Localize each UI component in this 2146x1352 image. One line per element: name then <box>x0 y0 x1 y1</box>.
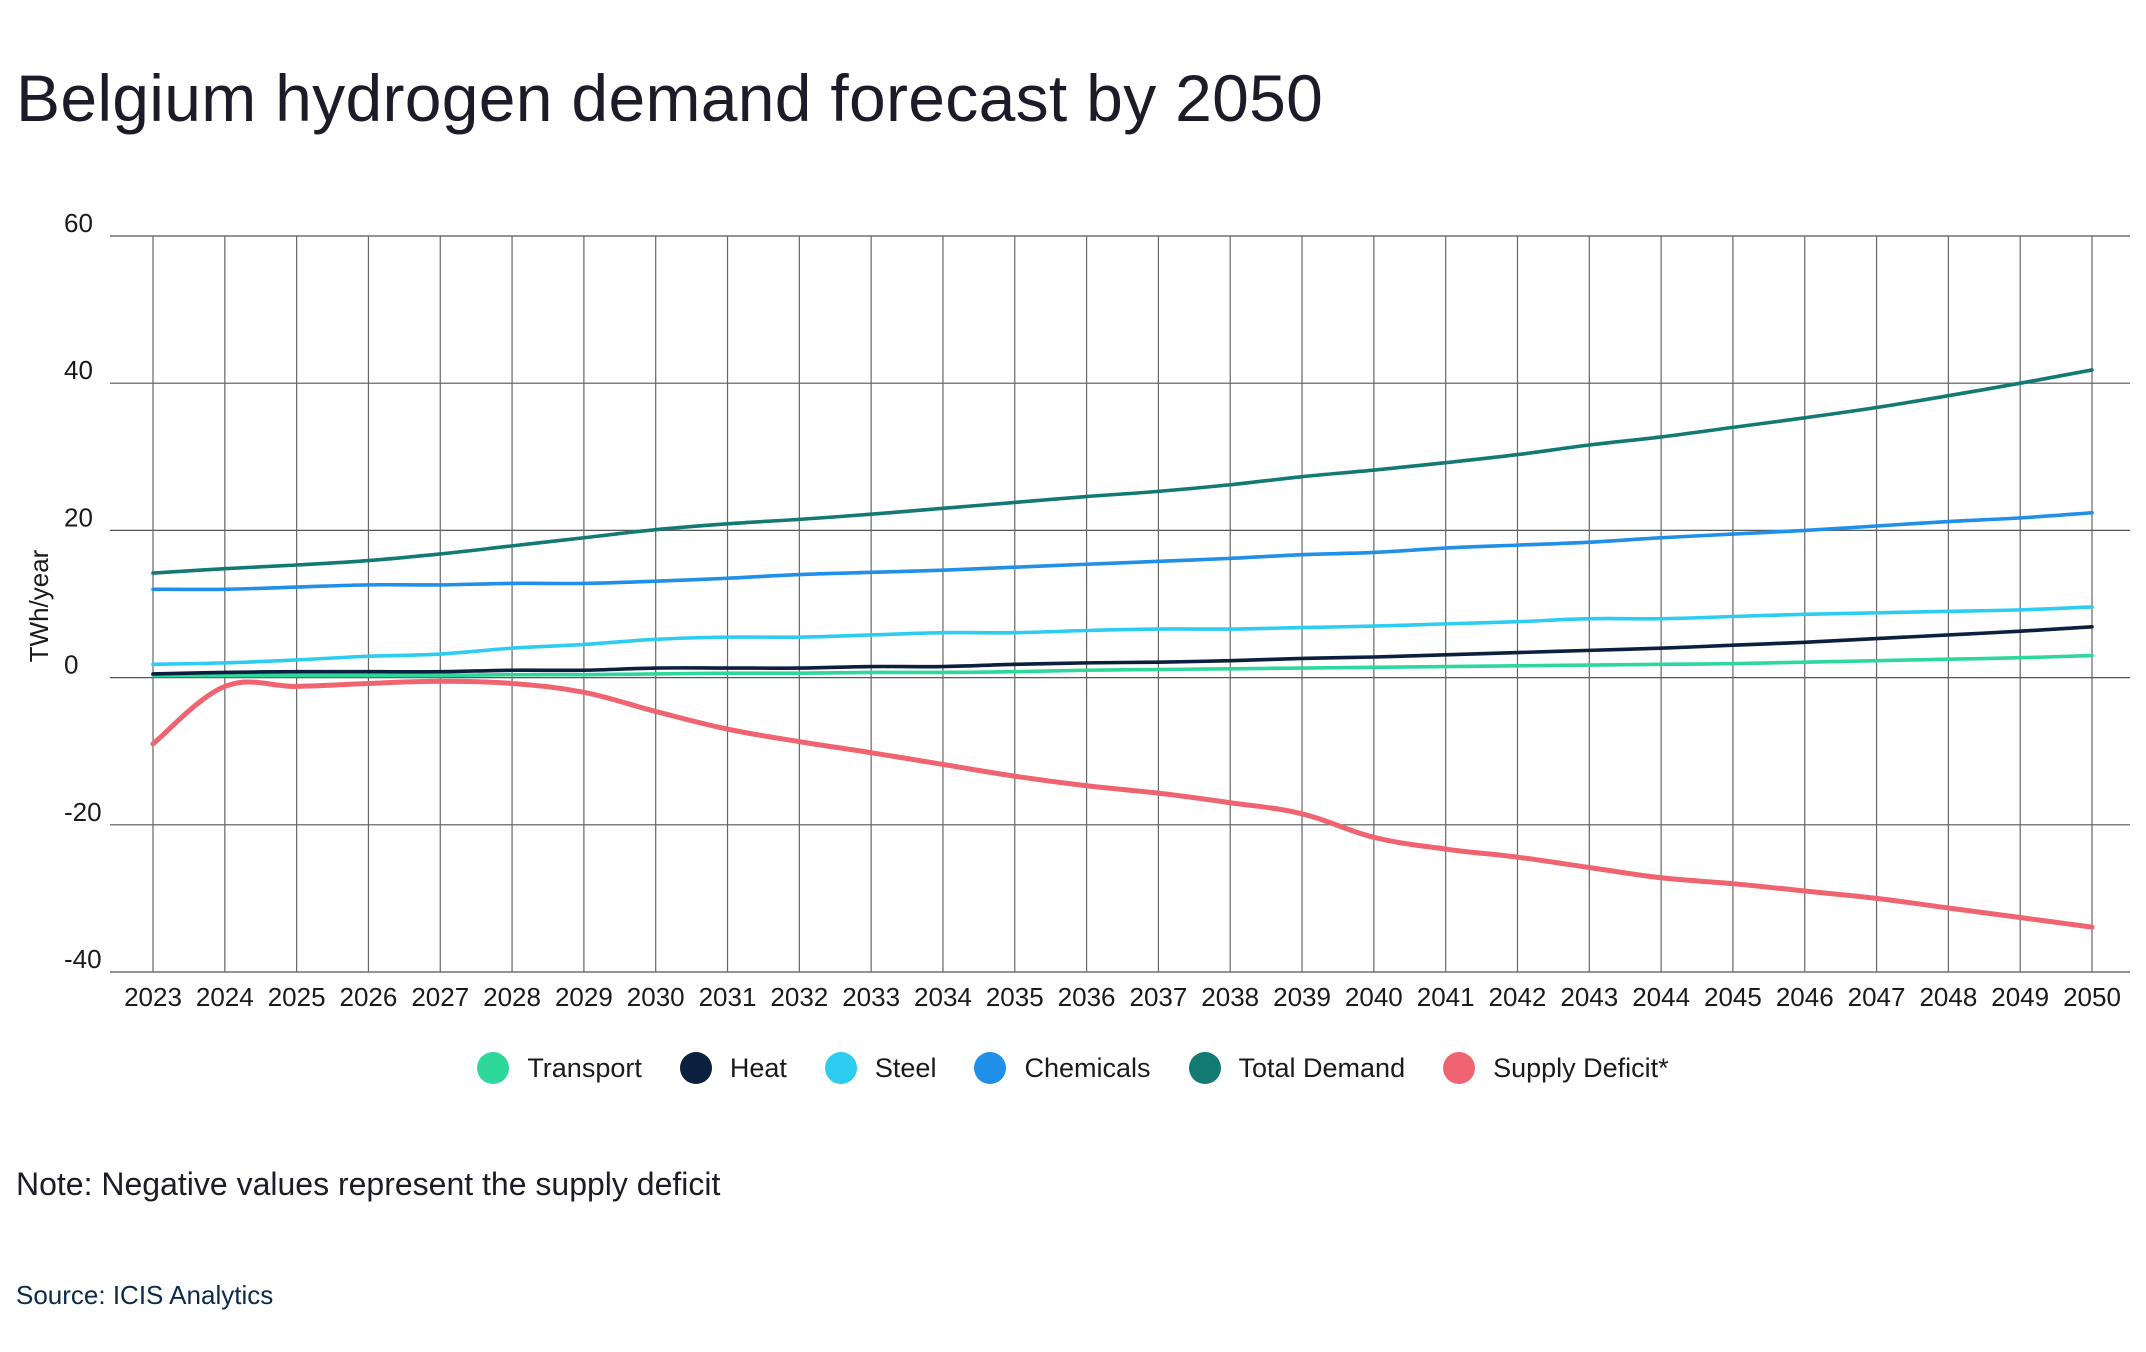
x-tick-label: 2047 <box>1848 982 1906 1012</box>
series-line-supply-deficit <box>150 678 2095 930</box>
x-tick-label: 2039 <box>1273 982 1331 1012</box>
x-tick-label: 2050 <box>2063 982 2121 1012</box>
x-tick-label: 2043 <box>1560 982 1618 1012</box>
x-tick-label: 2027 <box>411 982 469 1012</box>
series-line-total-demand <box>151 368 2094 575</box>
x-tick-label: 2044 <box>1632 982 1690 1012</box>
x-tick-label: 2030 <box>627 982 685 1012</box>
x-tick-label: 2034 <box>914 982 972 1012</box>
y-tick-label: 0 <box>64 650 78 680</box>
legend-item-chemicals: Chemicals <box>974 1052 1151 1084</box>
legend-item-total-demand: Total Demand <box>1188 1052 1406 1084</box>
y-tick-label: -40 <box>64 944 102 974</box>
x-tick-label: 2033 <box>842 982 900 1012</box>
x-tick-label: 2024 <box>196 982 254 1012</box>
x-tick-label: 2036 <box>1058 982 1116 1012</box>
y-tick-label: 60 <box>64 208 93 238</box>
x-tick-label: 2032 <box>770 982 828 1012</box>
x-tick-label: 2045 <box>1704 982 1762 1012</box>
legend-item-heat: Heat <box>679 1052 787 1084</box>
x-tick-label: 2028 <box>483 982 541 1012</box>
x-tick-label: 2037 <box>1129 982 1187 1012</box>
y-tick-label: 20 <box>64 502 93 532</box>
x-tick-label: 2029 <box>555 982 613 1012</box>
legend-item-steel: Steel <box>824 1052 937 1084</box>
legend-swatch <box>974 1052 1007 1084</box>
y-tick-label: -20 <box>64 797 102 827</box>
note-text: Note: Negative values represent the supp… <box>16 1166 721 1202</box>
legend-swatch <box>679 1052 712 1084</box>
source-text: Source: ICIS Analytics <box>16 1280 274 1310</box>
legend-swatch <box>1188 1052 1221 1084</box>
y-tick-label: 40 <box>64 355 93 385</box>
x-tick-label: 2026 <box>340 982 398 1012</box>
series-line-steel <box>151 605 2094 667</box>
x-tick-label: 2023 <box>124 982 182 1012</box>
x-tick-label: 2041 <box>1417 982 1475 1012</box>
x-tick-label: 2035 <box>986 982 1044 1012</box>
x-tick-label: 2040 <box>1345 982 1403 1012</box>
legend-item-transport: Transport <box>477 1052 642 1084</box>
x-tick-label: 2031 <box>699 982 757 1012</box>
x-tick-label: 2046 <box>1776 982 1834 1012</box>
series-line-heat <box>151 625 2094 676</box>
grid <box>110 235 2130 973</box>
legend-swatch <box>477 1052 510 1084</box>
legend-item-supply-deficit: Supply Deficit* <box>1443 1052 1669 1084</box>
y-tick-labels: 60 40 20 0 -20 -40 <box>64 208 102 974</box>
chart-title: Belgium hydrogen demand forecast by 2050 <box>16 61 1324 135</box>
legend-swatch <box>1443 1052 1476 1084</box>
legend-label: Steel <box>874 1052 937 1083</box>
legend: Transport Heat Steel Chemicals Total Demand S… <box>0 1052 2146 1084</box>
series-lines <box>150 368 2095 930</box>
x-tick-label: 2049 <box>1991 982 2049 1012</box>
legend-label: Chemicals <box>1024 1052 1151 1083</box>
series-line-transport <box>151 653 2094 678</box>
x-tick-label: 2048 <box>1919 982 1977 1012</box>
legend-label: Transport <box>527 1052 642 1083</box>
x-tick-label: 2042 <box>1489 982 1547 1012</box>
x-tick-labels: 2023 2024 2025 2026 2027 2028 2029 2030 2031 2032… <box>124 982 2121 1012</box>
x-tick-label: 2025 <box>268 982 326 1012</box>
legend-swatch <box>824 1052 857 1084</box>
y-axis-label: TWh/year <box>24 549 54 662</box>
legend-label: Supply Deficit* <box>1493 1052 1669 1083</box>
legend-label: Total Demand <box>1238 1052 1406 1083</box>
x-tick-label: 2038 <box>1201 982 1259 1012</box>
legend-label: Heat <box>729 1052 787 1083</box>
series-line-chemicals <box>151 510 2094 592</box>
